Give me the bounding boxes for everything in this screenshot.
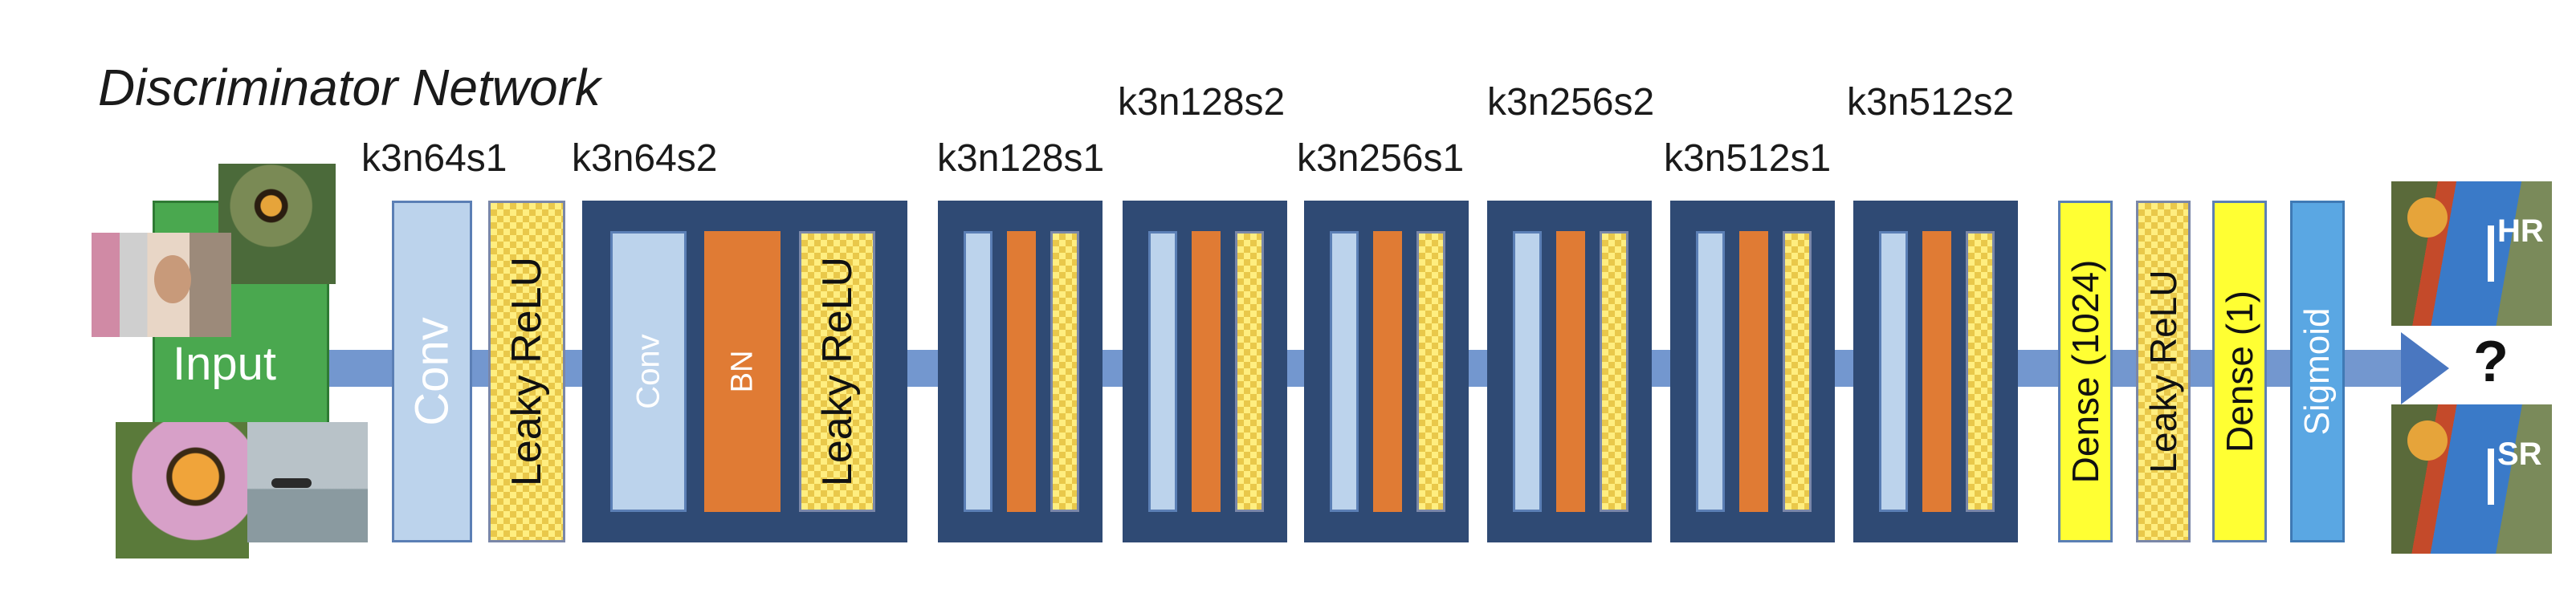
block-k3n256s2-conv	[1513, 231, 1542, 512]
block-k3n512s2-bn	[1922, 231, 1951, 512]
label-k3n64s1: k3n64s1	[361, 136, 507, 181]
block-k3n256s1-leaky-relu	[1416, 231, 1445, 512]
block-k3n512s2-conv	[1879, 231, 1908, 512]
input-group: Input	[88, 152, 377, 570]
block-k3n256s2	[1487, 201, 1652, 542]
block-k3n256s2-bn	[1556, 231, 1585, 512]
output-image-sr: SR	[2391, 404, 2552, 554]
sigmoid-layer: Sigmoid	[2290, 201, 2345, 542]
block-k3n128s1-bn	[1007, 231, 1036, 512]
hr-label: HR	[2497, 213, 2544, 250]
block-k3n512s1	[1670, 201, 1835, 542]
leaky-relu-final-label: Leaky ReLU	[2142, 270, 2185, 473]
block-k3n128s1-leaky-relu	[1050, 231, 1079, 512]
block-k3n128s1	[938, 201, 1103, 542]
leaky-relu-layer-1-label: Leaky ReLU	[503, 257, 551, 486]
woman-face	[154, 255, 191, 303]
sigmoid-label: Sigmoid	[2297, 308, 2338, 436]
block-k3n64s2-leaky-relu: Leaky ReLU	[799, 231, 875, 512]
leaky-relu-layer-1: Leaky ReLU	[488, 201, 565, 542]
question-mark: ?	[2473, 329, 2509, 395]
block-k3n128s2-bn	[1192, 231, 1221, 512]
sr-bar	[2488, 449, 2494, 505]
block-k3n64s2-conv: Conv	[610, 231, 687, 512]
block-k3n128s2-leaky-relu	[1235, 231, 1264, 512]
block-k3n256s1-bn	[1373, 231, 1402, 512]
boat-shape	[271, 478, 312, 488]
block-k3n64s2: Conv BN Leaky ReLU	[582, 201, 907, 542]
dense-1-layer: Dense (1)	[2212, 201, 2267, 542]
block-k3n128s2	[1123, 201, 1287, 542]
dense-1024-label: Dense (1024)	[2064, 260, 2107, 484]
dense-1-label: Dense (1)	[2218, 290, 2261, 453]
block-k3n256s2-leaky-relu	[1600, 231, 1628, 512]
block-k3n64s2-leaky-relu-label: Leaky ReLU	[813, 257, 862, 486]
label-k3n128s1: k3n128s1	[937, 136, 1104, 181]
label-k3n256s2: k3n256s2	[1487, 80, 1654, 124]
label-k3n512s1: k3n512s1	[1664, 136, 1831, 181]
input-image-woman	[92, 233, 231, 337]
block-k3n64s2-conv-label: Conv	[630, 334, 666, 408]
block-k3n128s1-conv	[964, 231, 992, 512]
sr-eye-shape	[2407, 420, 2448, 461]
input-image-eye	[218, 164, 336, 284]
block-k3n512s1-leaky-relu	[1783, 231, 1812, 512]
label-k3n128s2: k3n128s2	[1118, 80, 1285, 124]
hr-eye-shape	[2407, 197, 2448, 238]
sr-label: SR	[2497, 437, 2542, 473]
label-k3n256s1: k3n256s1	[1297, 136, 1464, 181]
block-k3n512s2-leaky-relu	[1966, 231, 1995, 512]
conv-layer-1-label: Conv	[406, 317, 459, 425]
label-k3n512s2: k3n512s2	[1847, 80, 2014, 124]
input-image-butterfly	[116, 422, 249, 558]
conv-layer-1: Conv	[392, 201, 472, 542]
leaky-relu-layer-final: Leaky ReLU	[2136, 201, 2191, 542]
dense-1024-layer: Dense (1024)	[2058, 201, 2113, 542]
label-k3n64s2: k3n64s2	[572, 136, 717, 181]
block-k3n128s2-conv	[1148, 231, 1177, 512]
block-k3n512s1-conv	[1696, 231, 1725, 512]
output-arrow-icon	[2401, 332, 2449, 404]
block-k3n512s1-bn	[1739, 231, 1768, 512]
block-k3n256s1-conv	[1330, 231, 1359, 512]
input-image-boat	[247, 422, 368, 542]
hr-bar	[2488, 225, 2494, 282]
diagram-title: Discriminator Network	[98, 58, 601, 117]
input-label: Input	[173, 337, 276, 391]
block-k3n512s2	[1853, 201, 2018, 542]
block-k3n256s1	[1304, 201, 1469, 542]
block-k3n64s2-bn: BN	[704, 231, 781, 512]
block-k3n64s2-bn-label: BN	[725, 351, 760, 393]
output-image-hr: HR	[2391, 181, 2552, 326]
